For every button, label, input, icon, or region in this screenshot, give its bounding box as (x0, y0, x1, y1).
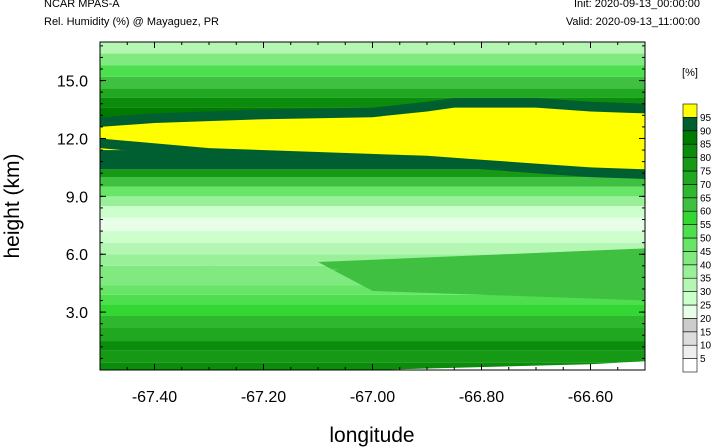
rh-band-14 (100, 196, 645, 206)
colorbar-swatch (682, 237, 698, 252)
x-axis: -67.40 -67.20 -67.00 -66.80 -66.60 (99, 42, 646, 406)
colorbar-label: 55 (700, 220, 712, 231)
mid-moist-patch (318, 248, 645, 301)
colorbar-label: 85 (700, 140, 712, 151)
rh-band-25 (100, 65, 645, 77)
rh-band-13 (100, 206, 645, 218)
rh-band-23 (100, 88, 645, 98)
colorbar-swatch (682, 251, 698, 266)
colorbar: 5 10 15 20 25 30 35 40 45 50 55 60 65 70 75 80 85 90 95 [%] (682, 67, 712, 373)
init-time: Init: 2020-09-13_00:00:00 (574, 0, 700, 10)
colorbar-label: 45 (700, 247, 712, 258)
y-tick-label: 6.0 (66, 247, 88, 264)
rh-band-5 (100, 304, 645, 316)
colorbar-swatch (682, 318, 698, 333)
rh-band-4 (100, 315, 645, 328)
model-title: NCAR MPAS-A (44, 0, 120, 10)
colorbar-swatch (682, 331, 698, 346)
colorbar-swatch (682, 277, 698, 292)
rh-band-3 (100, 327, 645, 342)
humidity-field (100, 42, 645, 370)
rh-band-17 (100, 169, 645, 178)
colorbar-label: 90 (700, 126, 712, 137)
y-tick-label: 3.0 (66, 305, 88, 322)
colorbar-swatch (682, 344, 698, 359)
colorbar-label: 10 (700, 341, 712, 352)
saturated-layer-core (100, 107, 645, 170)
colorbar-swatch (682, 197, 698, 212)
colorbar-swatch (682, 117, 698, 132)
colorbar-swatch (682, 184, 698, 199)
surface-dry-edge (372, 361, 645, 370)
colorbar-swatch (682, 157, 698, 172)
colorbar-label: 50 (700, 234, 712, 245)
rh-band-26 (100, 53, 645, 66)
x-tick-label: -67.40 (132, 389, 177, 406)
colorbar-label: 95 (700, 113, 712, 124)
rh-band-16 (100, 177, 645, 187)
colorbar-swatch (682, 170, 698, 185)
colorbar-swatch (682, 291, 698, 306)
y-axis: 3.0 6.0 9.0 12.0 15.0 (57, 45, 645, 359)
colorbar-swatch (682, 264, 698, 279)
x-tick-label: -67.00 (350, 389, 395, 406)
colorbar-label: 75 (700, 167, 712, 178)
colorbar-label: 30 (700, 287, 712, 298)
colorbar-label: 80 (700, 153, 712, 164)
variable-title: Rel. Humidity (%) @ Mayaguez, PR (44, 16, 219, 28)
rh-band-10 (100, 242, 645, 255)
rh-band-12 (100, 217, 645, 232)
x-tick-label: -67.20 (241, 389, 286, 406)
colorbar-label: 15 (700, 327, 712, 338)
y-tick-label: 9.0 (66, 189, 88, 206)
rh-band-22 (100, 97, 645, 108)
y-tick-label: 15.0 (57, 74, 88, 91)
colorbar-label: 5 (700, 354, 706, 365)
rh-band-15 (100, 186, 645, 197)
x-tick-label: -66.60 (568, 389, 613, 406)
x-tick-label: -66.80 (459, 389, 504, 406)
colorbar-swatch (682, 130, 698, 145)
colorbar-label: 70 (700, 180, 712, 191)
colorbar-unit: [%] (682, 67, 698, 79)
colorbar-label: 65 (700, 193, 712, 204)
colorbar-swatch (682, 224, 698, 239)
colorbar-swatch (682, 103, 698, 118)
y-tick-label: 12.0 (57, 131, 88, 148)
rh-band-1 (100, 350, 645, 363)
colorbar-label: 20 (700, 314, 712, 325)
colorbar-swatch (682, 304, 698, 319)
rh-band-2 (100, 341, 645, 351)
colorbar-label: 60 (700, 207, 712, 218)
colorbar-label: 40 (700, 260, 712, 271)
x-axis-title: longitude (329, 424, 414, 447)
valid-time: Valid: 2020-09-13_11:00:00 (565, 16, 700, 28)
colorbar-label: 35 (700, 274, 712, 285)
rh-band-11 (100, 231, 645, 243)
y-axis-title: height (km) (1, 153, 24, 258)
colorbar-swatch (682, 143, 698, 158)
rh-band-24 (100, 76, 645, 89)
colorbar-swatch (682, 358, 698, 373)
rh-band-6 (100, 294, 645, 305)
dry-tongue (100, 265, 340, 284)
colorbar-label: 25 (700, 301, 712, 312)
colorbar-swatch (682, 210, 698, 225)
